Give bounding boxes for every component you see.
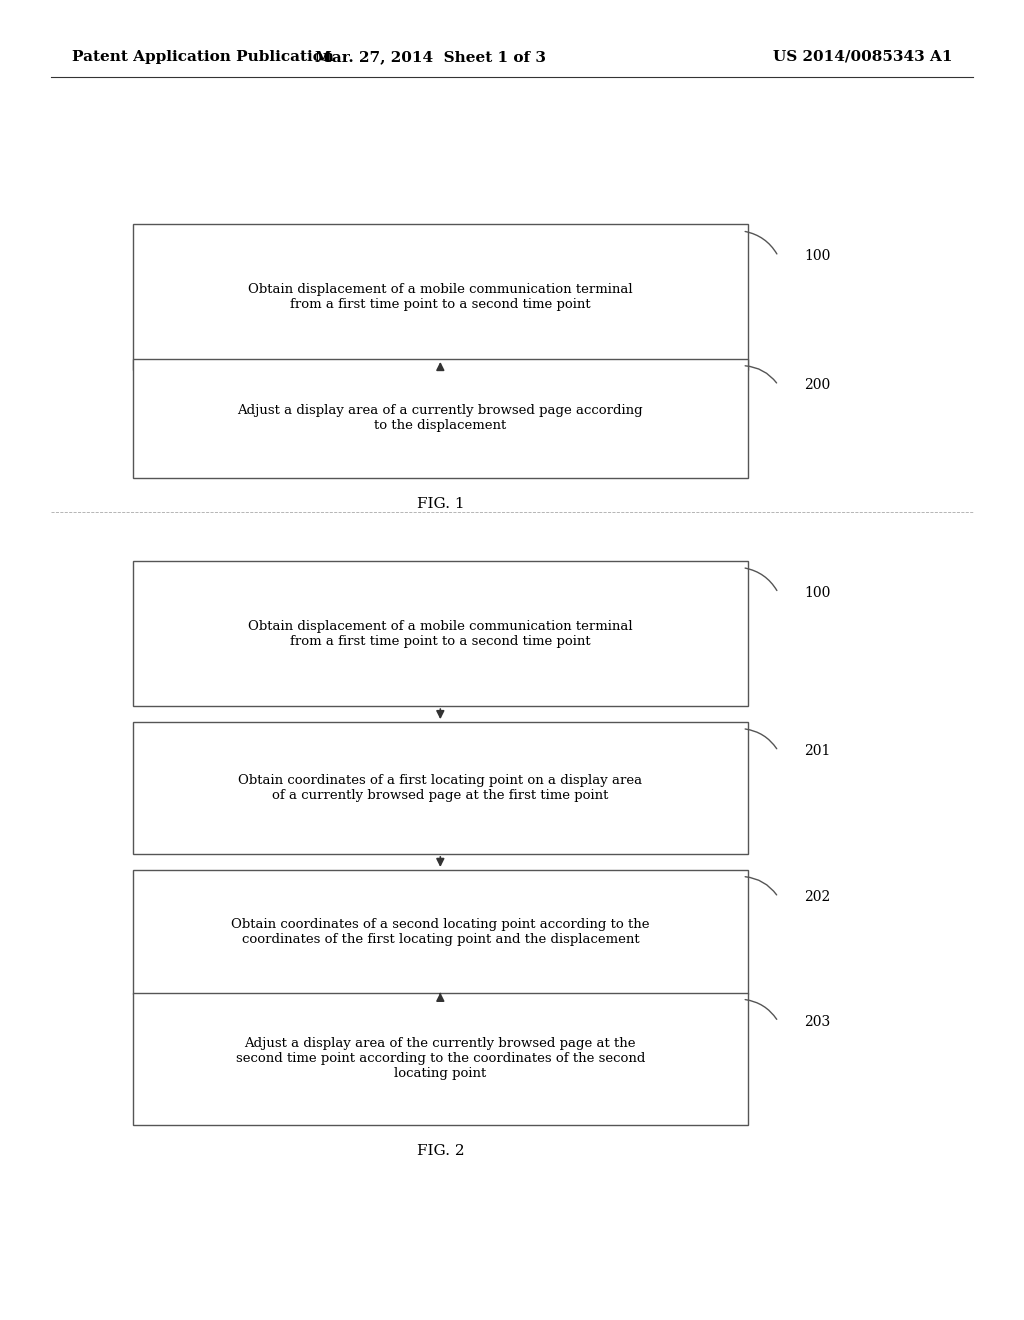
Text: FIG. 2: FIG. 2 [417, 1144, 464, 1158]
FancyBboxPatch shape [133, 359, 748, 478]
Text: Mar. 27, 2014  Sheet 1 of 3: Mar. 27, 2014 Sheet 1 of 3 [314, 50, 546, 63]
Text: Patent Application Publication: Patent Application Publication [72, 50, 334, 63]
FancyBboxPatch shape [133, 722, 748, 854]
Text: US 2014/0085343 A1: US 2014/0085343 A1 [773, 50, 952, 63]
Text: 100: 100 [804, 586, 830, 601]
Text: Adjust a display area of the currently browsed page at the
second time point acc: Adjust a display area of the currently b… [236, 1038, 645, 1080]
Text: 202: 202 [804, 890, 830, 904]
Text: FIG. 1: FIG. 1 [417, 498, 464, 511]
Text: Obtain coordinates of a second locating point according to the
coordinates of th: Obtain coordinates of a second locating … [231, 917, 649, 946]
Text: 203: 203 [804, 1015, 830, 1028]
FancyBboxPatch shape [133, 870, 748, 994]
Text: Obtain displacement of a mobile communication terminal
from a first time point t: Obtain displacement of a mobile communic… [248, 619, 633, 648]
Text: 100: 100 [804, 249, 830, 264]
FancyBboxPatch shape [133, 224, 748, 370]
Text: 200: 200 [804, 378, 830, 392]
FancyBboxPatch shape [133, 993, 748, 1125]
Text: Adjust a display area of a currently browsed page according
to the displacement: Adjust a display area of a currently bro… [238, 404, 643, 433]
Text: Obtain coordinates of a first locating point on a display area
of a currently br: Obtain coordinates of a first locating p… [239, 774, 642, 803]
Text: 201: 201 [804, 744, 830, 758]
FancyBboxPatch shape [133, 561, 748, 706]
Text: Obtain displacement of a mobile communication terminal
from a first time point t: Obtain displacement of a mobile communic… [248, 282, 633, 312]
